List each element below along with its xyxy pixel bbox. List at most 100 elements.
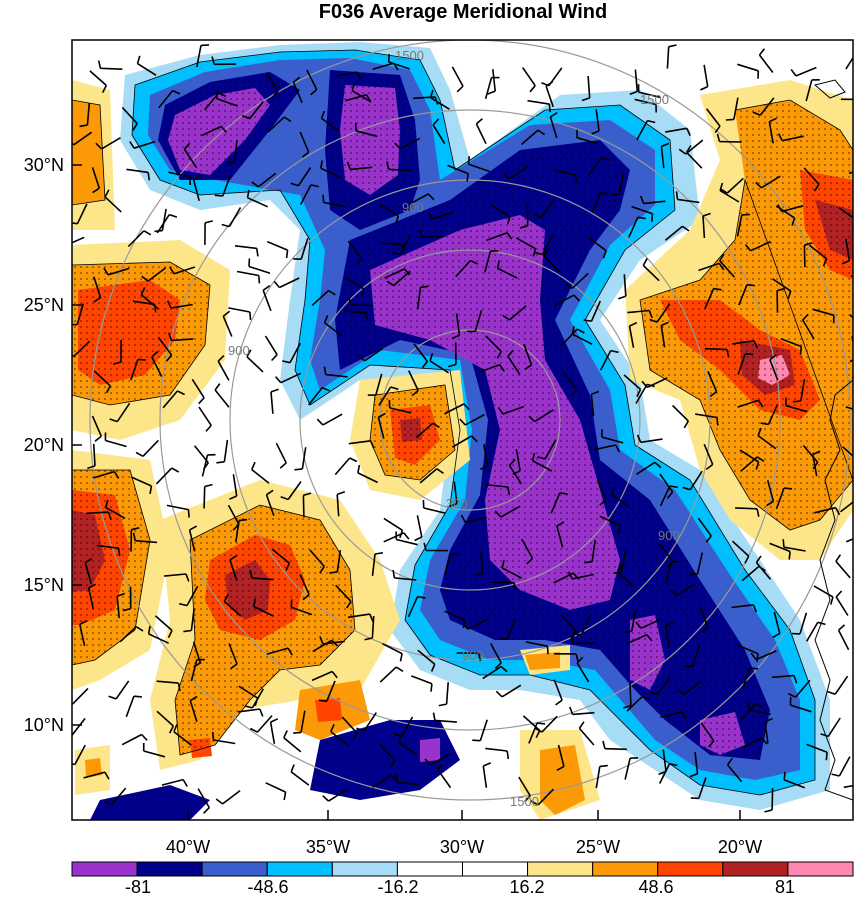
wind-barb	[767, 403, 779, 425]
wind-barb-feather	[403, 268, 411, 276]
wind-barb	[142, 439, 159, 457]
wind-barb	[351, 90, 372, 103]
wind-barb-feather	[769, 354, 777, 361]
lat-tick-20n: 20°N	[24, 435, 64, 455]
wind-barb	[125, 695, 135, 718]
wind-barb	[382, 642, 403, 655]
wind-barb	[444, 554, 451, 576]
wind-barb	[104, 196, 122, 213]
wind-barb-feather	[116, 592, 126, 597]
wind-barb	[287, 481, 302, 500]
wind-barb-feather	[249, 570, 253, 579]
wind-barb-feather	[283, 791, 287, 801]
wind-barb-feather	[107, 511, 112, 520]
ring-label-1500-top: 1500	[395, 48, 424, 63]
wind-barb-feather	[629, 90, 638, 95]
wind-barb	[691, 645, 701, 667]
wind-barb-feather	[768, 117, 777, 123]
wind-barb	[223, 439, 229, 462]
wind-barb	[480, 551, 484, 574]
wind-barb-feather	[226, 161, 235, 164]
wind-barb-feather	[279, 462, 287, 469]
wind-barb-feather	[790, 69, 797, 77]
wind-barb	[599, 515, 621, 527]
wind-barb	[757, 434, 777, 450]
wind-barb	[665, 127, 687, 133]
wind-barb-feather	[387, 53, 390, 63]
wind-barb-feather	[570, 635, 574, 644]
wind-barb	[840, 501, 853, 513]
wind-barb	[812, 308, 835, 316]
wind-barb-feather	[571, 389, 578, 397]
wind-barb-feather	[555, 699, 563, 706]
wind-barb	[328, 788, 348, 802]
wind-barb	[594, 444, 616, 451]
wind-barb	[781, 205, 804, 213]
wind-barb-feather	[79, 619, 88, 626]
wind-barb-feather	[290, 182, 299, 187]
wind-barb	[740, 456, 758, 472]
wind-barb	[101, 137, 121, 150]
wind-barb-feather	[303, 492, 312, 497]
wind-barb-feather	[218, 92, 227, 98]
wind-barb-feather	[500, 665, 508, 673]
wind-barb	[222, 315, 233, 337]
wind-barb	[562, 371, 578, 390]
wind-barb-feather	[266, 489, 274, 496]
wind-barb-feather	[365, 312, 369, 321]
wind-barb-feather	[437, 762, 444, 771]
wind-barb-feather	[432, 712, 436, 721]
wind-barb-feather	[499, 364, 505, 372]
wind-barb-feather	[482, 762, 492, 767]
wind-barb-feather	[755, 703, 764, 709]
wind-barb-feather	[567, 571, 573, 580]
wind-barb-feather	[329, 571, 338, 574]
wind-barb-feather	[463, 403, 470, 411]
wind-barb	[623, 374, 642, 391]
wind-barb-feather	[166, 300, 172, 309]
wind-barb	[76, 203, 88, 225]
wind-barb	[741, 667, 751, 690]
wind-barb	[299, 131, 310, 153]
wind-barb-feather	[519, 225, 528, 229]
wind-barb	[719, 260, 735, 278]
wind-barb-feather	[629, 321, 638, 327]
wind-barb	[455, 259, 472, 278]
wind-barb	[432, 211, 454, 220]
wind-barb	[383, 517, 403, 531]
wind-barb	[700, 722, 715, 742]
wind-barb-feather	[835, 554, 842, 562]
wind-barb	[168, 171, 191, 178]
wind-barb-feather	[757, 399, 764, 408]
wind-barb-feather	[438, 703, 447, 707]
wind-barb	[664, 561, 673, 584]
wind-barb	[413, 343, 428, 362]
wind-barb	[188, 529, 196, 552]
wind-barb-feather	[369, 440, 375, 449]
wind-barb	[155, 467, 173, 485]
wind-barb-feather	[357, 464, 361, 474]
wind-barb-feather	[310, 88, 318, 96]
wind-barb-feather	[635, 621, 642, 629]
wind-barb	[164, 573, 187, 577]
lon-axis: 40°W 35°W 30°W 25°W 20°W	[166, 810, 762, 857]
wind-barb-feather	[103, 800, 112, 806]
wind-barb	[808, 244, 828, 260]
wind-barb	[415, 422, 434, 439]
wind-barb-feather	[423, 542, 427, 551]
wind-barb-feather	[601, 156, 610, 162]
wind-barb	[698, 262, 720, 272]
wind-barb-feather	[274, 376, 282, 384]
wind-barb	[232, 474, 238, 497]
wind-barb-feather	[537, 722, 546, 725]
wind-barb-feather	[713, 287, 722, 291]
wind-barb	[198, 406, 212, 426]
wind-barb-feather	[623, 630, 632, 633]
wind-barb	[429, 360, 450, 374]
wind-barb	[143, 750, 166, 758]
wind-barb-feather	[105, 385, 112, 394]
ring-label-900-left: 900	[228, 343, 250, 358]
colorbar-box-0	[71, 861, 138, 877]
wind-barb	[705, 108, 721, 127]
